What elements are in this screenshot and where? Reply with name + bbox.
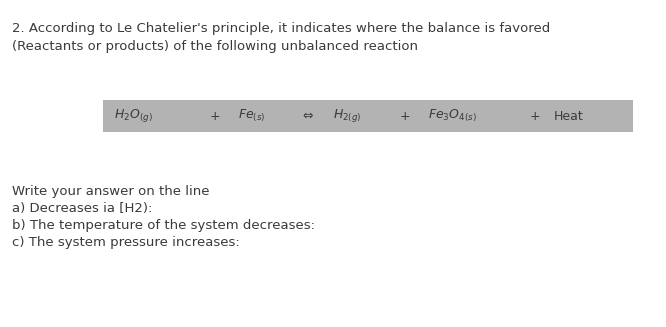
Text: Heat: Heat (554, 110, 584, 123)
Text: +: + (530, 110, 541, 123)
Text: +: + (210, 110, 220, 123)
Text: a) Decreases ia [H2):: a) Decreases ia [H2): (12, 202, 153, 215)
Text: $\mathit{Fe_3O_{4(s)}}$: $\mathit{Fe_3O_{4(s)}}$ (428, 108, 477, 124)
Text: c) The system pressure increases:: c) The system pressure increases: (12, 236, 240, 249)
Text: Write your answer on the line: Write your answer on the line (12, 185, 210, 198)
Text: +: + (400, 110, 411, 123)
Text: $\mathit{H_2O_{(g)}}$: $\mathit{H_2O_{(g)}}$ (114, 108, 153, 125)
Text: $\mathit{H_{2(g)}}$: $\mathit{H_{2(g)}}$ (333, 108, 362, 125)
Text: ⇔: ⇔ (302, 110, 312, 123)
Text: $\mathit{Fe_{(s)}}$: $\mathit{Fe_{(s)}}$ (238, 108, 266, 124)
Text: (Reactants or products) of the following unbalanced reaction: (Reactants or products) of the following… (12, 40, 418, 53)
FancyBboxPatch shape (103, 100, 633, 132)
Text: 2. According to Le Chatelier's principle, it indicates where the balance is favo: 2. According to Le Chatelier's principle… (12, 22, 550, 35)
Text: b) The temperature of the system decreases:: b) The temperature of the system decreas… (12, 219, 315, 232)
